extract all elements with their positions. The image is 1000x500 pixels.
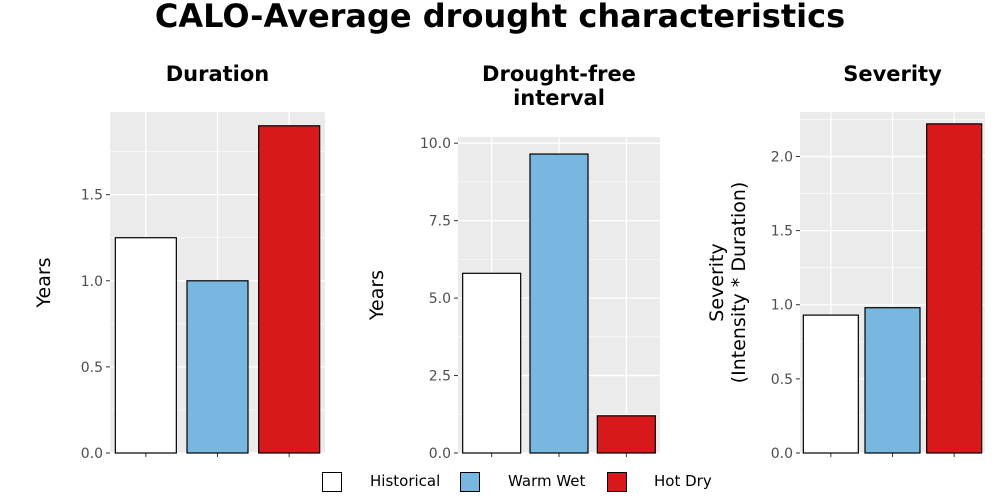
charts-canvas: 0.0 0.5 1.0 1.5 Duration Years 0.0 2.5 5.0 7.5 10.…	[33, 62, 985, 462]
panel-2-y-tick-label: 10.0	[420, 136, 451, 152]
panel-1-title: Duration	[166, 62, 270, 86]
panel-1-bar-warm-wet	[186, 280, 249, 454]
panel-3-y-axis-label-line: (Intensity * Duration)	[728, 182, 750, 384]
panel-2-y-tick-label: 7.5	[429, 214, 451, 230]
panel-1-y-tick-label: 0.5	[81, 360, 103, 376]
panel-3-y-tick-label: 0.5	[771, 372, 793, 388]
panel-2-y-tick-label: 0.0	[429, 446, 451, 462]
panel-1-y-axis-label: Years	[33, 257, 55, 308]
legend-label-warm-wet: Warm Wet	[508, 472, 586, 490]
legend-key-hot-dry	[607, 472, 627, 492]
chart-title: CALO-Average drought characteristics	[154, 0, 846, 35]
panel-1-bar-historical	[114, 237, 177, 454]
panel-2-y-axis-label-text: Years	[366, 270, 388, 321]
panel-2-title: Drought-free	[482, 62, 636, 86]
panel-3-y-axis-label: Severity (Intensity * Duration)	[706, 182, 750, 384]
panel-3-y-tick-label: 1.5	[771, 224, 793, 240]
panel-3-title: Severity	[843, 62, 942, 86]
legend-key-historical	[322, 472, 342, 492]
panel-3-bar-hot-dry	[926, 123, 983, 454]
panel-2-y-tick-label: 5.0	[429, 291, 451, 307]
panel-1-y-tick-label: 1.5	[81, 188, 103, 204]
panel-2-bar-warm-wet	[529, 153, 589, 454]
legend-label-hot-dry: Hot Dry	[654, 472, 712, 490]
legend: Historical Warm Wet Hot Dry	[0, 470, 1000, 496]
panel-3-bar-historical	[802, 314, 859, 454]
panel-2-bar-historical	[462, 272, 522, 454]
panel-2-y-axis-label: Years	[366, 270, 388, 321]
legend-key-warm-wet	[460, 472, 480, 492]
panel-1-y-axis-label-text: Years	[33, 257, 55, 308]
panel-3-y-axis-label-line: Severity	[706, 243, 728, 321]
panel-1-y-tick-label: 0.0	[81, 446, 103, 462]
panel-1-y-tick-label: 1.0	[81, 274, 103, 290]
panel-2-title: interval	[513, 86, 605, 110]
panel-3-bar-warm-wet	[864, 307, 921, 454]
panel-2-bar-hot-dry	[596, 415, 656, 454]
panel-1-bar-hot-dry	[258, 125, 321, 454]
panel-2-y-tick-label: 2.5	[429, 369, 451, 385]
legend-label-historical: Historical	[370, 472, 441, 490]
panel-3-y-tick-label: 2.0	[771, 149, 793, 165]
panel-3-y-tick-label: 0.0	[771, 446, 793, 462]
panel-3-y-tick-label: 1.0	[771, 298, 793, 314]
